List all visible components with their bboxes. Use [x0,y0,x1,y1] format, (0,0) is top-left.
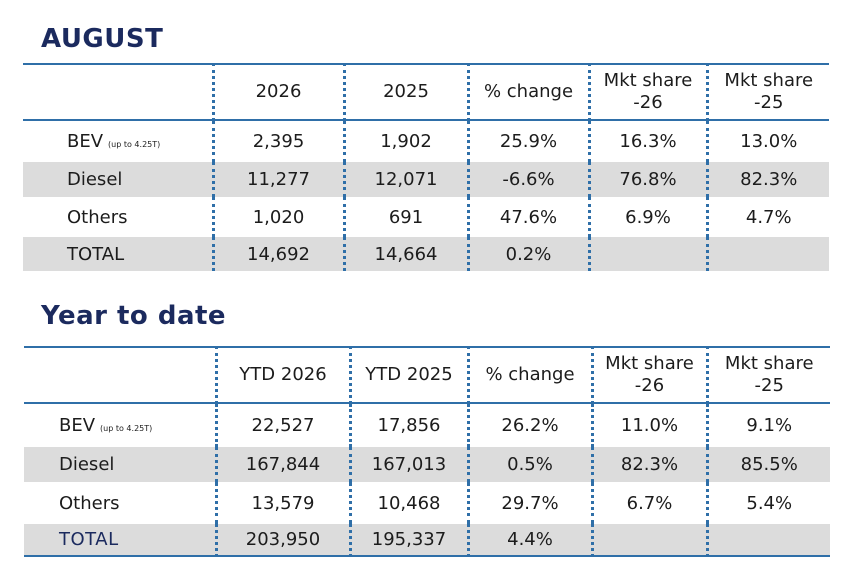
table-cell: 5.4% [746,492,793,514]
table-cell: 0.2% [468,237,591,271]
table-cell: 26.2% [468,403,594,447]
header-cell: YTD 2026 [216,347,352,403]
table-row: Others 13,579 10,468 29.7% 6.7% 5.4% [24,482,830,524]
header-cell: Mkt share -25 [724,353,814,396]
table-cell: 167,844 [216,447,352,482]
table-cell [592,524,709,556]
table-cell: 6.7% [592,482,709,524]
table-cell: 203,950 [216,524,352,556]
table-cell: 4.7% [745,206,792,228]
table-cell: 17,856 [350,403,470,447]
table-cell: 691 [344,197,470,237]
table-row-total: TOTAL 14,692 14,664 0.2% [23,237,829,271]
table-cell: 1,020 [213,197,346,237]
table-cell: 195,337 [350,524,470,556]
row-label: Diesel [24,447,218,482]
table-cell: 6.9% [589,197,709,237]
row-label: Diesel [23,162,215,197]
table-row: Diesel 11,277 12,071 -6.6% 76.8% 82.3% [23,162,829,197]
section-title-august: AUGUST [41,24,164,54]
header-cell [24,347,218,403]
header-cell: Mkt share -26 [592,347,709,403]
table-cell: 12,071 [344,162,470,197]
row-label: TOTAL [23,237,215,271]
table-row-total: TOTAL 203,950 195,337 4.4% [24,524,830,556]
table-row: Others 1,020 691 47.6% 6.9% 4.7% [23,197,829,237]
table-cell: -6.6% [468,162,591,197]
header-cell: 2026 [213,64,346,120]
row-label: BEV (up to 4.25T) [23,120,215,162]
table-cell: 2,395 [213,120,346,162]
row-label: Others [23,197,215,237]
header-cell [23,64,215,120]
table-header-row: YTD 2026 YTD 2025 % change Mkt share -26… [24,347,830,403]
row-sublabel: (up to 4.25T) [108,140,161,149]
table-cell: 22,527 [216,403,352,447]
table-cell: 1,902 [344,120,470,162]
table-header-row: 2026 2025 % change Mkt share -26 Mkt sha… [23,64,829,120]
row-label: Others [24,482,218,524]
table-cell [589,237,709,271]
header-cell: % change [468,347,594,403]
section-title-ytd: Year to date [41,301,227,331]
table-cell: 82.3% [707,162,829,197]
row-label: BEV (up to 4.25T) [24,403,218,447]
table-row: BEV (up to 4.25T) 22,527 17,856 26.2% 11.… [24,403,830,447]
table-cell: 9.1% [746,415,793,436]
row-sublabel: (up to 4.25T) [100,424,153,433]
august-table: 2026 2025 % change Mkt share -26 Mkt sha… [23,63,829,271]
header-cell: Mkt share -25 [724,70,814,113]
table-cell: 14,692 [213,237,346,271]
table-cell: 11,277 [213,162,346,197]
table-cell: 11.0% [592,403,709,447]
table-cell: 4.4% [468,524,594,556]
table-row: Diesel 167,844 167,013 0.5% 82.3% 85.5% [24,447,830,482]
table-cell [707,237,829,271]
table-cell [707,524,830,556]
table-cell: 82.3% [592,447,709,482]
table-row: BEV (up to 4.25T) 2,395 1,902 25.9% 16.3%… [23,120,829,162]
table-cell: 76.8% [589,162,709,197]
table-cell: 16.3% [589,120,709,162]
table-cell: 10,468 [350,482,470,524]
table-cell: 29.7% [468,482,594,524]
header-cell: YTD 2025 [350,347,470,403]
header-cell: % change [468,64,591,120]
header-cell: 2025 [344,64,470,120]
table-cell: 167,013 [350,447,470,482]
row-label: TOTAL [24,524,218,556]
table-cell: 13.0% [740,131,798,152]
ytd-table: YTD 2026 YTD 2025 % change Mkt share -26… [24,346,830,557]
table-cell: 25.9% [468,120,591,162]
table-cell: 13,579 [216,482,352,524]
table-cell: 47.6% [468,197,591,237]
table-cell: 85.5% [707,447,830,482]
header-cell: Mkt share -26 [589,64,709,120]
table-cell: 0.5% [468,447,594,482]
table-cell: 14,664 [344,237,470,271]
